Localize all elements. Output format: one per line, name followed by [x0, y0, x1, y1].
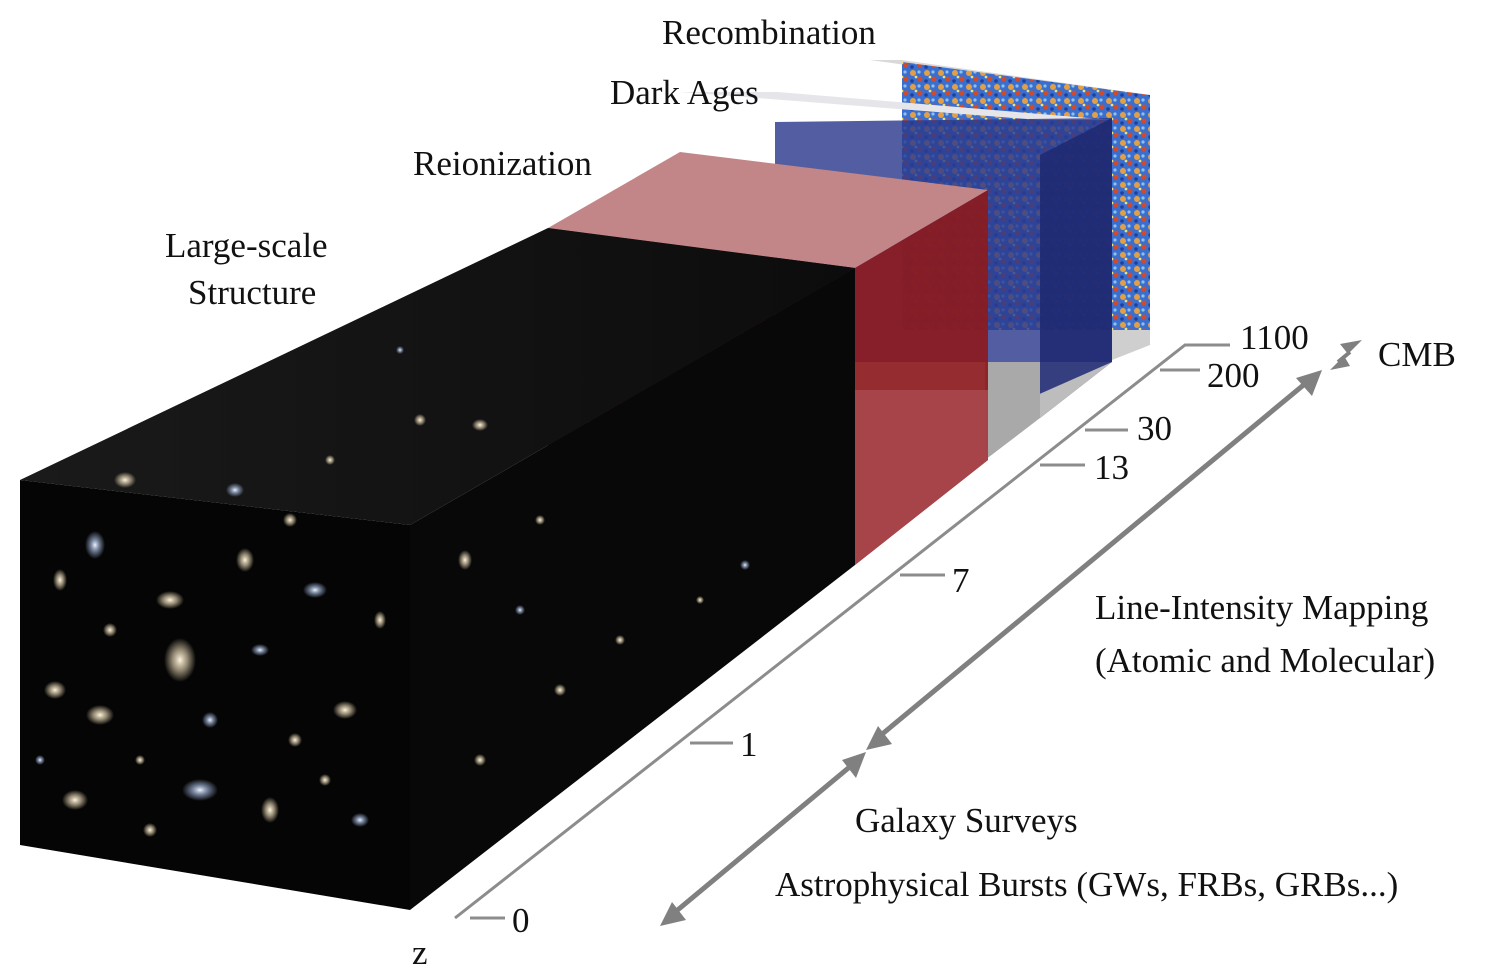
lss-label-line2: Structure — [188, 273, 317, 312]
recombination-label: Recombination — [662, 13, 876, 52]
dark-ages-floor-ledge — [985, 362, 1040, 460]
tick-label-1100: 1100 — [1240, 318, 1309, 357]
lss-label-line1: Large-scale — [165, 226, 328, 265]
tick-label-1: 1 — [740, 725, 758, 764]
tick-label-0: 0 — [512, 901, 530, 940]
cmb-arrowhead-upper — [1340, 340, 1362, 354]
cmb-label: CMB — [1378, 335, 1456, 374]
lss-box-front — [20, 480, 410, 910]
galaxy-arrowhead-top — [842, 752, 866, 778]
lss-box-side — [410, 268, 855, 910]
lim-label-line1: Line-Intensity Mapping — [1095, 588, 1429, 627]
bursts-label: Astrophysical Bursts (GWs, FRBs, GRBs...… — [775, 865, 1399, 904]
dark-ages-top — [680, 92, 1112, 120]
cmb-slab-floor — [1112, 330, 1150, 360]
galaxy-field — [35, 531, 386, 837]
reionization-top — [548, 152, 988, 268]
lim-arrow — [873, 376, 1314, 742]
lss-box-top — [20, 228, 855, 525]
reionization-label: Reionization — [413, 144, 592, 183]
lim-label-line2: (Atomic and Molecular) — [1095, 641, 1436, 680]
galaxy-surveys-label: Galaxy Surveys — [855, 801, 1078, 840]
reionization-side-light — [855, 390, 988, 565]
axis-name-z: z — [412, 933, 428, 972]
cmb-arrowhead-lower — [1330, 356, 1350, 370]
galaxy-field-distant — [114, 346, 750, 766]
redshift-axis — [454, 343, 1230, 920]
tick-label-13: 13 — [1094, 448, 1129, 487]
galaxy-survey-arrow — [666, 758, 860, 920]
tick-label-7: 7 — [952, 561, 970, 600]
tick-label-30: 30 — [1137, 409, 1172, 448]
lim-arrowhead-top — [1296, 370, 1322, 396]
dark-ages-side — [1040, 118, 1112, 418]
lim-arrowhead-bottom — [866, 726, 892, 750]
dark-ages-label: Dark Ages — [610, 73, 759, 112]
galaxy-arrowhead-bottom — [660, 902, 686, 926]
tick-label-200: 200 — [1207, 356, 1260, 395]
